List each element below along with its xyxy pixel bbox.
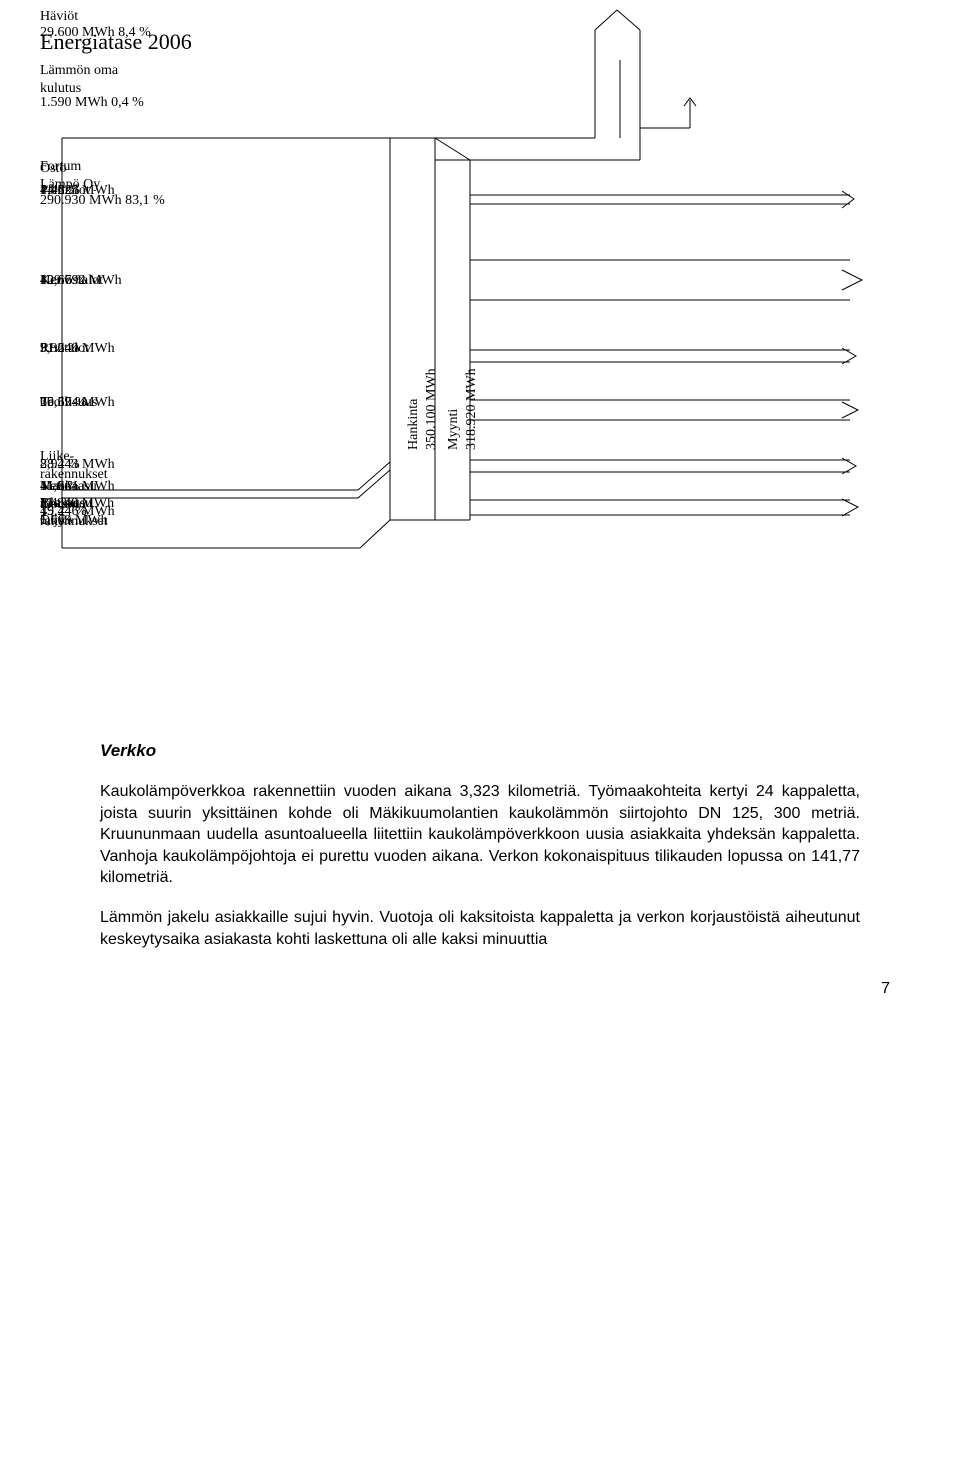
hankinta-label: Hankinta (406, 399, 422, 450)
hankinta-value: 350.100 MWh (424, 368, 440, 450)
consumer-pct-4: 8,92 % (40, 456, 80, 474)
section-heading: Verkko (100, 740, 860, 763)
consumer-pct-0: 4,46 % (40, 182, 80, 200)
sankey-diagram: Energiatase 2006 Häviöt 29.600 MWh 8,4 %… (40, 0, 920, 630)
myynti-value: 318.920 MWh (464, 368, 480, 450)
paragraph-1: Kaukolämpöverkkoa rakennettiin vuoden ai… (100, 781, 860, 889)
consumer-pct-5: 15,44 % (40, 503, 87, 521)
consumer-pct-3: 20,59 % (40, 394, 87, 412)
body-text-block: Verkko Kaukolämpöverkkoa rakennettiin vu… (100, 740, 860, 950)
loss-label-0: Häviöt (40, 8, 78, 26)
consumer-pct-1: 40,67 % (40, 272, 87, 290)
paragraph-2: Lämmön jakelu asiakkaille sujui hyvin. V… (100, 907, 860, 950)
page-number: 7 (881, 980, 890, 998)
diagram-svg (40, 0, 920, 630)
consumer-pct-2: 9,92 % (40, 340, 80, 358)
myynti-label: Myynti (446, 409, 462, 450)
loss-value-0: 29.600 MWh 8,4 % (40, 24, 151, 42)
loss-label-1: Lämmön oma kulutus (40, 62, 118, 97)
loss-value-1: 1.590 MWh 0,4 % (40, 94, 144, 112)
